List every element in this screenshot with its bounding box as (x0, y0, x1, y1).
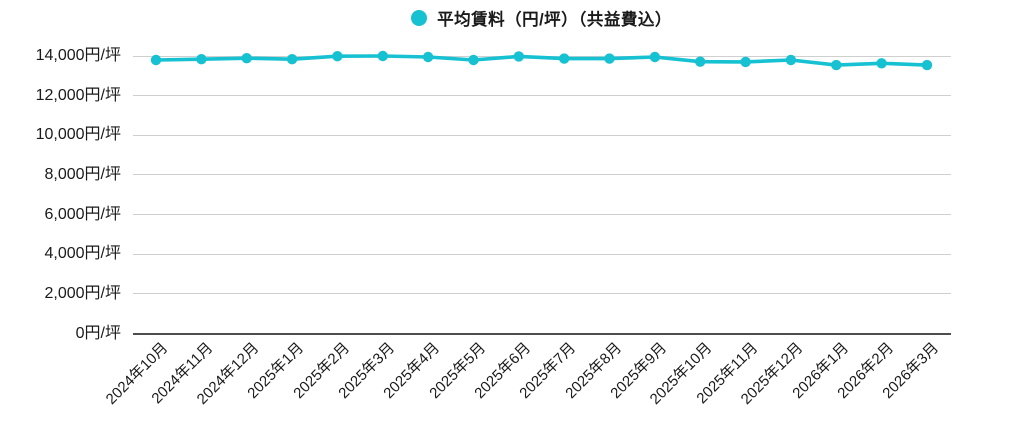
y-axis-label-8000: 8,000円/坪 (44, 165, 122, 183)
data-point-2025年3月[interactable] (377, 50, 388, 62)
data-point-2025年8月[interactable] (604, 53, 615, 64)
data-point-2025年12月[interactable] (785, 54, 797, 66)
data-point-2026年2月[interactable] (876, 58, 887, 69)
chart-legend[interactable]: 平均賃料（円/坪）（共益費込） (133, 5, 950, 31)
data-point-2025年9月[interactable] (649, 51, 661, 63)
data-point-2025年4月[interactable] (422, 51, 434, 63)
average-rent-line (154, 54, 929, 67)
y-axis-label-14000: 14,000円/坪 (35, 47, 121, 64)
data-point-2024年10月[interactable] (150, 54, 162, 66)
data-point-2025年6月[interactable] (513, 51, 524, 62)
data-point-2024年11月[interactable] (196, 54, 207, 65)
data-point-2025年5月[interactable] (468, 54, 479, 66)
line-series-canvas (150, 50, 933, 71)
data-point-2025年1月[interactable] (286, 54, 298, 65)
data-point-2024年12月[interactable] (241, 53, 252, 64)
legend-series-label: 平均賃料（円/坪）（共益費込） (437, 11, 672, 29)
y-axis-label-10000: 10,000円/坪 (35, 126, 121, 144)
gridline-10000 (133, 134, 951, 136)
gridline-12000 (133, 95, 951, 97)
y-axis-label-12000: 12,000円/坪 (35, 86, 121, 104)
gridline-2000 (133, 293, 951, 295)
gridline-6000 (133, 214, 951, 216)
data-point-2025年11月[interactable] (740, 56, 751, 68)
data-point-2026年3月[interactable] (921, 59, 933, 71)
y-axis-label-4000: 4,000円/坪 (44, 245, 122, 263)
legend-series-dot-icon (411, 10, 428, 26)
data-point-2025年10月[interactable] (695, 56, 706, 67)
gridline-4000 (133, 253, 951, 255)
y-axis-label-0: 0円/坪 (75, 324, 121, 342)
data-point-2025年2月[interactable] (332, 51, 343, 62)
y-axis-label-6000: 6,000円/坪 (44, 205, 122, 223)
data-point-2025年7月[interactable] (559, 53, 570, 64)
gridline-8000 (133, 174, 951, 176)
data-point-2026年1月[interactable] (831, 59, 842, 71)
x-axis-line (133, 332, 951, 335)
y-axis-label-2000: 2,000円/坪 (44, 284, 122, 302)
